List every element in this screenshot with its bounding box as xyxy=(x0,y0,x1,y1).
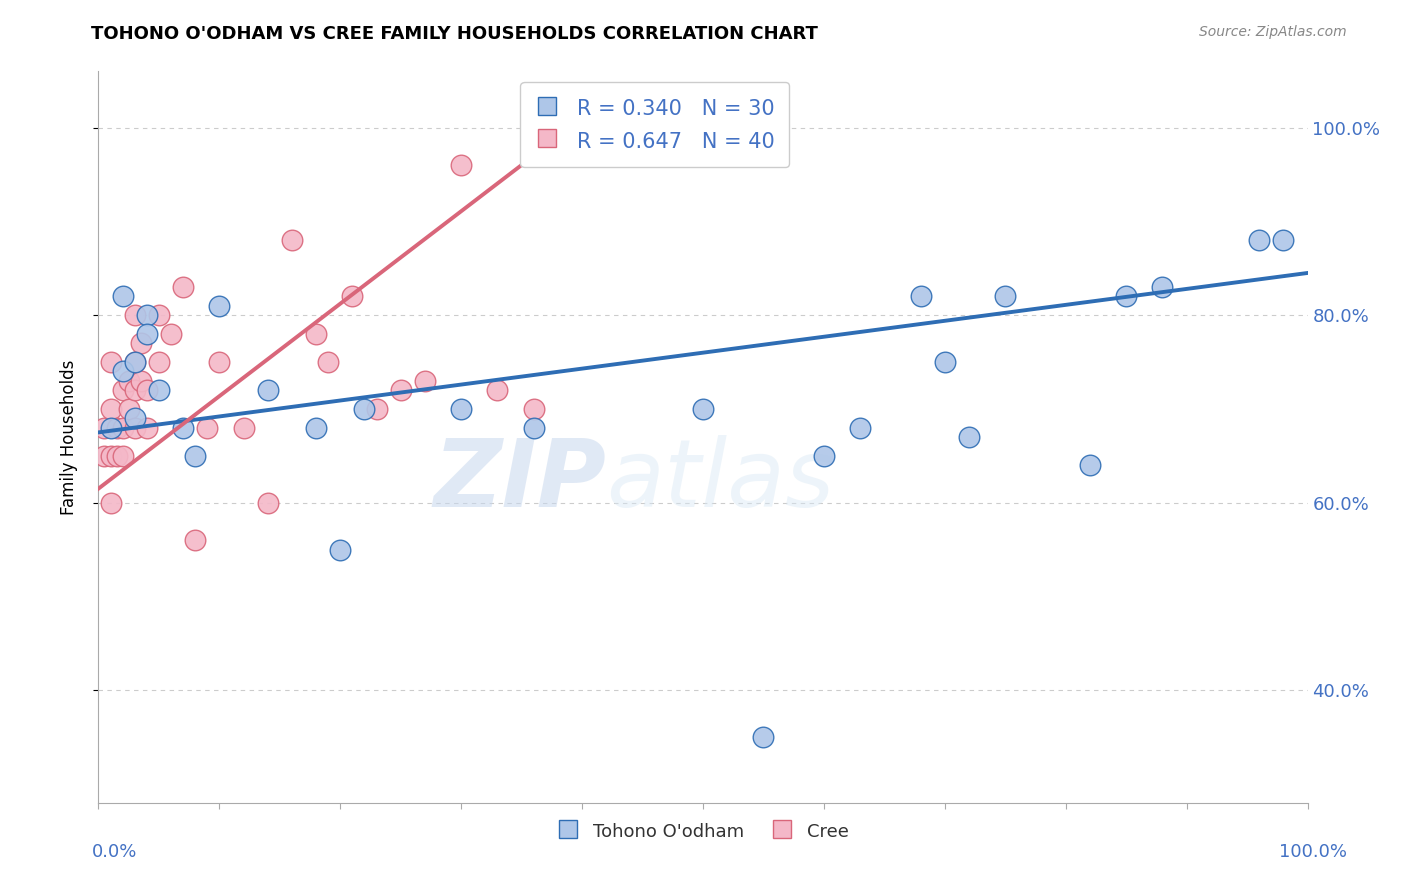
Point xyxy=(256,496,278,510)
Point xyxy=(93,449,115,463)
Point xyxy=(148,308,170,322)
Point xyxy=(957,430,980,444)
Point xyxy=(100,401,122,416)
Point xyxy=(172,280,194,294)
Point xyxy=(129,336,152,351)
Point xyxy=(118,374,141,388)
Point xyxy=(111,420,134,434)
Point xyxy=(910,289,932,303)
Point xyxy=(1152,280,1174,294)
Point xyxy=(195,420,218,434)
Point xyxy=(105,420,128,434)
Point xyxy=(100,496,122,510)
Point xyxy=(124,420,146,434)
Point xyxy=(208,299,231,313)
Point xyxy=(934,355,956,369)
Y-axis label: Family Households: Family Households xyxy=(59,359,77,515)
Point xyxy=(118,401,141,416)
Text: ZIP: ZIP xyxy=(433,435,606,527)
Point xyxy=(184,533,207,548)
Point xyxy=(100,449,122,463)
Point xyxy=(329,542,352,557)
Text: 100.0%: 100.0% xyxy=(1279,843,1347,861)
Point xyxy=(232,420,254,434)
Point xyxy=(413,374,436,388)
Point xyxy=(160,326,183,341)
Point xyxy=(813,449,835,463)
Point xyxy=(124,355,146,369)
Text: TOHONO O'ODHAM VS CREE FAMILY HOUSEHOLDS CORRELATION CHART: TOHONO O'ODHAM VS CREE FAMILY HOUSEHOLDS… xyxy=(91,25,818,43)
Point xyxy=(135,308,157,322)
Point xyxy=(148,383,170,397)
Point xyxy=(486,383,509,397)
Text: Source: ZipAtlas.com: Source: ZipAtlas.com xyxy=(1199,25,1347,39)
Point xyxy=(105,449,128,463)
Text: 0.0%: 0.0% xyxy=(91,843,136,861)
Point xyxy=(124,355,146,369)
Point xyxy=(342,289,364,303)
Point xyxy=(100,355,122,369)
Point xyxy=(135,383,157,397)
Point xyxy=(450,158,472,172)
Point xyxy=(692,401,714,416)
Point xyxy=(256,383,278,397)
Point xyxy=(1249,233,1271,247)
Point xyxy=(111,364,134,378)
Point xyxy=(172,420,194,434)
Point xyxy=(849,420,872,434)
Point xyxy=(523,401,546,416)
Point xyxy=(124,308,146,322)
Point xyxy=(111,289,134,303)
Point xyxy=(1078,458,1101,473)
Point xyxy=(523,420,546,434)
Point xyxy=(305,326,328,341)
Point xyxy=(994,289,1017,303)
Point xyxy=(111,383,134,397)
Point xyxy=(450,401,472,416)
Point xyxy=(124,383,146,397)
Point xyxy=(93,420,115,434)
Point xyxy=(1115,289,1137,303)
Point xyxy=(135,326,157,341)
Point xyxy=(389,383,412,397)
Point xyxy=(366,401,388,416)
Point xyxy=(752,730,775,744)
Legend: Tohono O'odham, Cree: Tohono O'odham, Cree xyxy=(550,814,856,848)
Point xyxy=(316,355,339,369)
Point xyxy=(208,355,231,369)
Point xyxy=(124,411,146,425)
Point xyxy=(135,420,157,434)
Point xyxy=(148,355,170,369)
Point xyxy=(184,449,207,463)
Point xyxy=(111,449,134,463)
Point xyxy=(129,374,152,388)
Point xyxy=(353,401,375,416)
Point xyxy=(305,420,328,434)
Text: atlas: atlas xyxy=(606,435,835,526)
Point xyxy=(281,233,304,247)
Point xyxy=(100,420,122,434)
Point xyxy=(1272,233,1295,247)
